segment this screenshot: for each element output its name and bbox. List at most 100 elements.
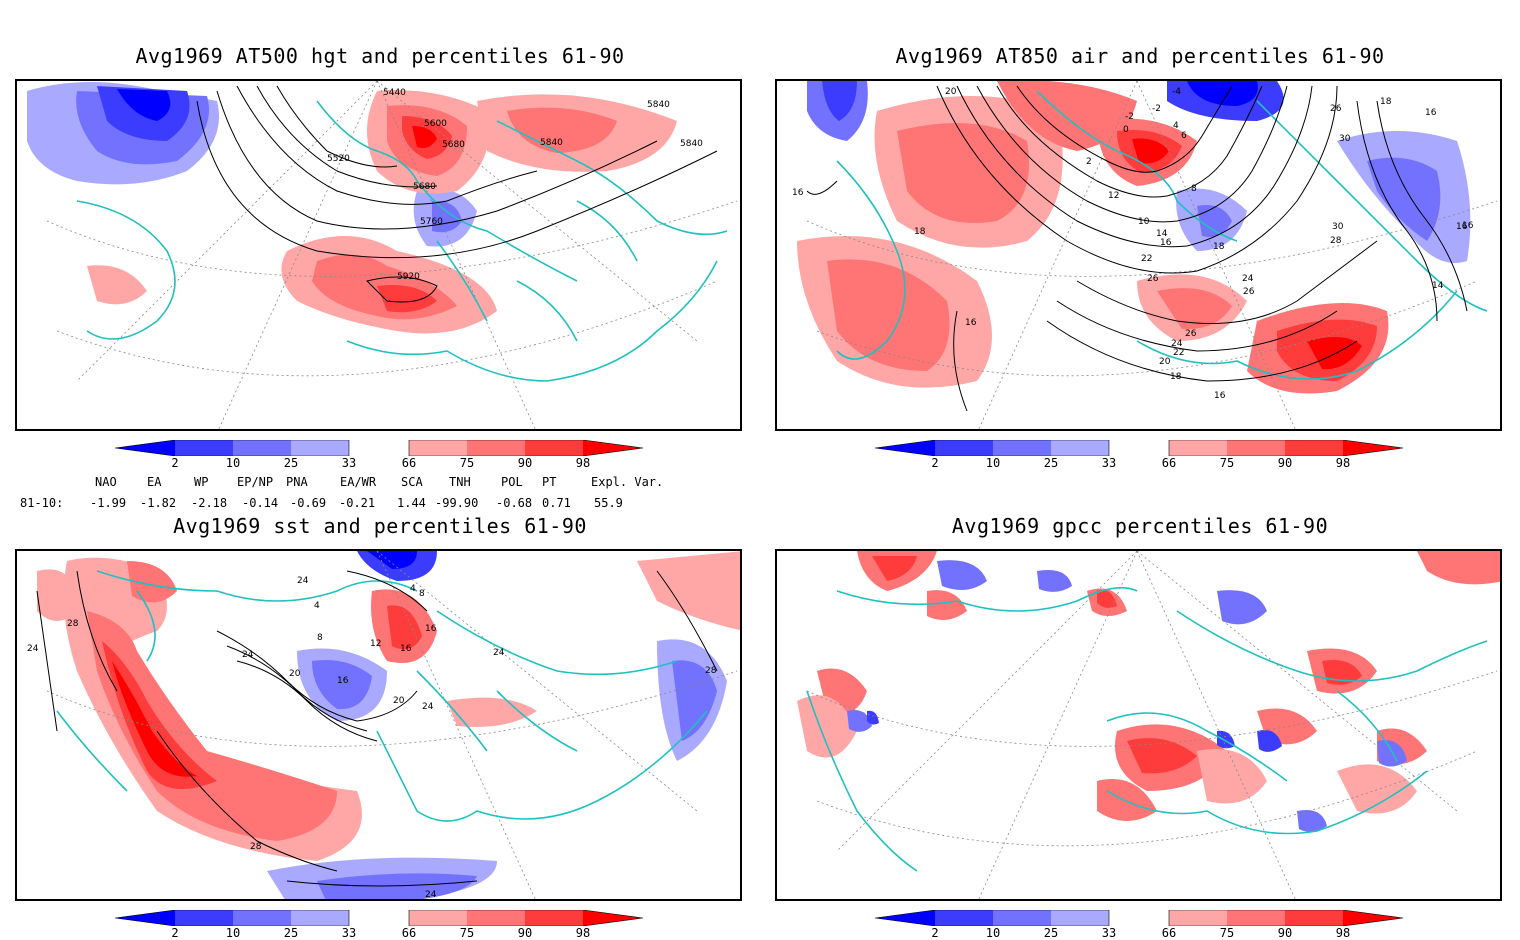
contour-label: 28 <box>67 619 79 629</box>
colorbar-label: 75 <box>459 456 475 470</box>
index-header: EA <box>147 475 162 489</box>
index-value: -0.21 <box>339 496 376 510</box>
index-value: -1.82 <box>140 496 177 510</box>
index-value: -2.18 <box>191 496 228 510</box>
index-header: TNH <box>449 475 471 489</box>
colorbar-label: 75 <box>1219 456 1235 470</box>
contour-label: 5920 <box>397 272 420 282</box>
contour-label: 8 <box>419 589 425 599</box>
contour-label: 8 <box>317 633 323 643</box>
colorbar-label: 33 <box>341 926 357 940</box>
colorbar-gpcc: 2 10 25 33 66 75 90 98 <box>875 910 1405 940</box>
colorbar-label: 2 <box>931 456 939 470</box>
colorbar-label: 90 <box>517 926 533 940</box>
colorbar-label: 10 <box>225 456 241 470</box>
contour-label: 26 <box>1243 287 1255 297</box>
contour-label: 22 <box>1173 348 1184 358</box>
contour-label: -4 <box>1172 87 1181 97</box>
contour-label: 18 <box>1380 97 1392 107</box>
colorbar-label: 2 <box>931 926 939 940</box>
contour-label: 16 <box>337 676 349 686</box>
contour-label: 0 <box>1123 125 1129 135</box>
contour-label: 24 <box>297 576 309 586</box>
index-value: -99.90 <box>435 496 479 510</box>
contour-label: 16 <box>1425 108 1437 118</box>
colorbar-air850: 2 10 25 33 66 75 90 98 <box>875 440 1405 470</box>
map-sst: 24 28 24 4 8 4 12 8 16 16 24 20 16 20 24… <box>15 549 742 901</box>
contour-label: 26 <box>1147 274 1159 284</box>
colorbar-label: 98 <box>1335 926 1351 940</box>
contour-label: 20 <box>289 669 301 679</box>
index-header: PT <box>542 475 557 489</box>
index-value: -0.69 <box>290 496 327 510</box>
index-value: -1.99 <box>90 496 127 510</box>
contour-label: 5440 <box>383 88 406 98</box>
contour-label: 5600 <box>424 119 447 129</box>
colorbar-sst: 2 10 25 33 66 75 90 98 <box>115 910 645 940</box>
contour-label: 26 <box>1330 104 1342 114</box>
colorbar-label: 2 <box>171 456 179 470</box>
contour-label: 5520 <box>327 154 350 164</box>
contour-label: 5680 <box>442 140 465 150</box>
contour-label: 16 <box>1160 238 1172 248</box>
index-header: SCA <box>401 475 423 489</box>
index-value: -0.68 <box>496 496 533 510</box>
colorbar-label: 90 <box>1277 926 1293 940</box>
contour-label: 24 <box>242 650 254 660</box>
contour-label: 16 <box>425 624 437 634</box>
contour-label: 10 <box>1138 217 1150 227</box>
contour-label: 5840 <box>647 100 670 110</box>
map-gpcc <box>775 549 1502 901</box>
colorbar-label: 25 <box>283 456 299 470</box>
colorbar-label: 25 <box>1043 456 1059 470</box>
colorbar-label: 25 <box>283 926 299 940</box>
index-value: 1.44 <box>397 496 426 510</box>
contour-label: 24 <box>425 890 437 900</box>
colorbar-label: 98 <box>575 926 591 940</box>
colorbar-label: 33 <box>341 456 357 470</box>
colorbar-label: 33 <box>1101 926 1117 940</box>
index-header: NAO <box>95 475 117 489</box>
index-header: Expl. Var. <box>591 475 664 489</box>
colorbar-label: 75 <box>1219 926 1235 940</box>
colorbar-label: 33 <box>1101 456 1117 470</box>
contour-label: -2 <box>1125 112 1134 122</box>
colorbar-label: 66 <box>1161 926 1177 940</box>
panel-title-gpcc: Avg1969 gpcc percentiles 61-90 <box>951 514 1329 538</box>
contour-label: 24 <box>422 702 434 712</box>
contour-label: 28 <box>1330 236 1342 246</box>
contour-label: 26 <box>1185 329 1197 339</box>
contour-label: 5760 <box>420 217 443 227</box>
contour-label: 24 <box>27 644 39 654</box>
contour-label: 20 <box>1159 357 1171 367</box>
colorbar-label: 66 <box>1161 456 1177 470</box>
index-header: POL <box>501 475 523 489</box>
index-row-label: 81-10: <box>20 496 64 510</box>
contour-label: 16 <box>1214 391 1226 401</box>
contour-label: 28 <box>250 842 262 852</box>
index-header: PNA <box>286 475 308 489</box>
contour-label: 5840 <box>680 139 703 149</box>
index-header: EA/WR <box>340 475 377 489</box>
contour-label: 16 <box>1462 221 1474 231</box>
panel-title-air850: Avg1969 AT850 air and percentiles 61-90 <box>895 44 1385 68</box>
contour-label: 2 <box>1086 157 1092 167</box>
colorbar-label: 90 <box>517 456 533 470</box>
contour-label: 28 <box>705 666 717 676</box>
panel-title-hgt500: Avg1969 AT500 hgt and percentiles 61-90 <box>135 44 625 68</box>
contour-label: 12 <box>1108 191 1119 201</box>
colorbar-label: 10 <box>985 926 1001 940</box>
contour-label: 16 <box>400 644 412 654</box>
colorbar-label: 10 <box>985 456 1001 470</box>
contour-label: 18 <box>1213 242 1225 252</box>
colorbar-label: 66 <box>401 456 417 470</box>
contour-label: 16 <box>1456 222 1468 232</box>
contour-label: 16 <box>792 188 804 198</box>
contour-label: 18 <box>914 227 926 237</box>
contour-label: 16 <box>965 318 977 328</box>
contour-label: 6 <box>1181 131 1187 141</box>
contour-label: 24 <box>493 648 505 658</box>
index-header: WP <box>194 475 209 489</box>
contour-label: 24 <box>1242 274 1254 284</box>
map-air850: 20 -4 -2 -2 0 4 6 2 8 26 18 16 30 16 18 … <box>775 79 1502 431</box>
